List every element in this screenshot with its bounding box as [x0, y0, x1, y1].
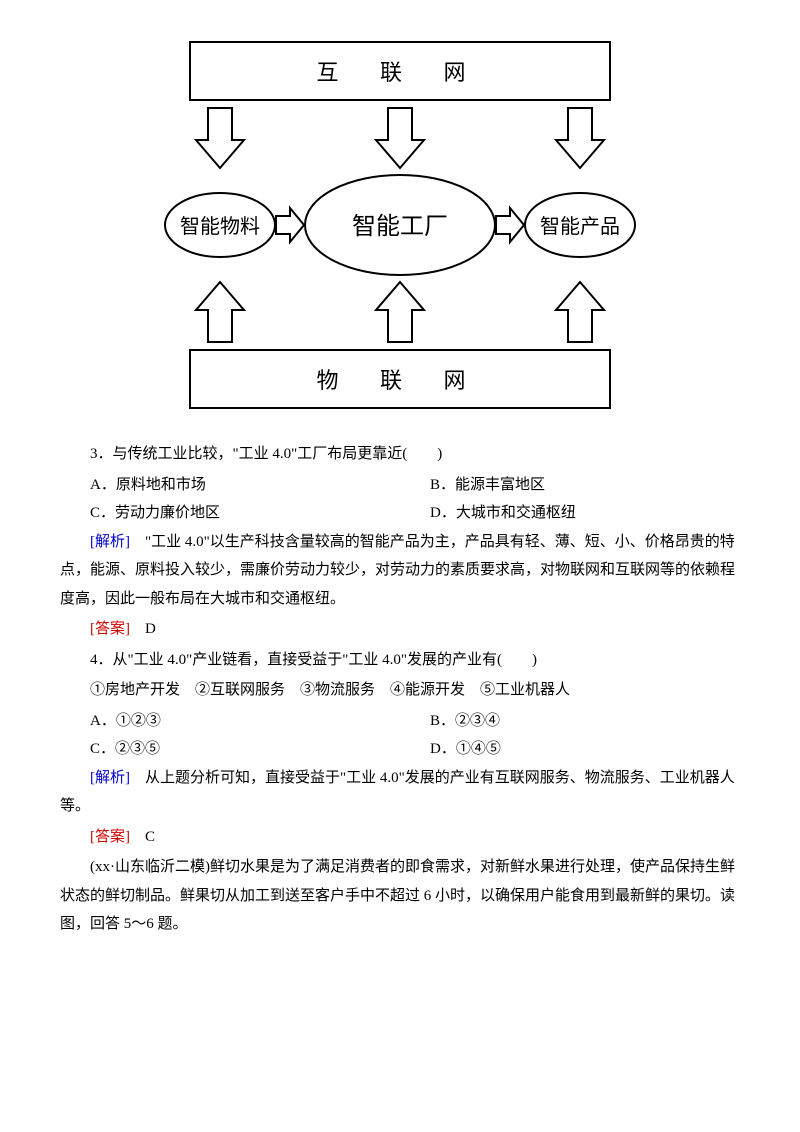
diagram-container: 互 联 网 物 联 网 智能物料 智能工厂 智能产品: [0, 0, 800, 430]
q5-intro: (xx·山东临沂二模)鲜切水果是为了满足消费者的即食需求，对新鲜水果进行处理，使…: [60, 853, 740, 939]
analysis-label: [解析]: [90, 770, 130, 786]
q3-answer-text: D: [130, 621, 156, 637]
answer-label: [答案]: [90, 621, 130, 637]
q3-analysis: [解析] "工业 4.0"以生产科技含量较高的智能产品为主，产品具有轻、薄、短、…: [60, 528, 740, 614]
q3-analysis-text: "工业 4.0"以生产科技含量较高的智能产品为主，产品具有轻、薄、短、小、价格昂…: [60, 534, 735, 607]
q3-options-row1: A．原料地和市场 B．能源丰富地区: [60, 471, 740, 500]
document-body: 3．与传统工业比较，"工业 4.0"工厂布局更靠近( ) A．原料地和市场 B．…: [0, 430, 800, 939]
right-ellipse-label: 智能产品: [540, 215, 620, 238]
q3-option-d: D．大城市和交通枢纽: [400, 499, 740, 528]
q4-items: ①房地产开发 ②互联网服务 ③物流服务 ④能源开发 ⑤工业机器人: [60, 676, 740, 705]
left-ellipse-label: 智能物料: [180, 215, 260, 238]
q4-answer: [答案] C: [60, 823, 740, 852]
q4-stem: 4．从"工业 4.0"产业链看，直接受益于"工业 4.0"发展的产业有( ): [60, 646, 740, 675]
q4-option-a: A．①②③: [60, 707, 400, 736]
q3-option-c: C．劳动力廉价地区: [60, 499, 400, 528]
q3-stem: 3．与传统工业比较，"工业 4.0"工厂布局更靠近( ): [60, 440, 740, 469]
q3-option-a: A．原料地和市场: [60, 471, 400, 500]
analysis-label: [解析]: [90, 534, 130, 550]
q4-answer-text: C: [130, 829, 155, 845]
q3-option-b: B．能源丰富地区: [400, 471, 740, 500]
q3-answer: [答案] D: [60, 615, 740, 644]
q4-options-row2: C．②③⑤ D．①④⑤: [60, 735, 740, 764]
q3-options-row2: C．劳动力廉价地区 D．大城市和交通枢纽: [60, 499, 740, 528]
q4-analysis: [解析] 从上题分析可知，直接受益于"工业 4.0"发展的产业有互联网服务、物流…: [60, 764, 740, 821]
q4-option-c: C．②③⑤: [60, 735, 400, 764]
answer-label: [答案]: [90, 829, 130, 845]
bottom-box-label: 物 联 网: [316, 368, 483, 393]
q4-options-row1: A．①②③ B．②③④: [60, 707, 740, 736]
q4-option-d: D．①④⑤: [400, 735, 740, 764]
industry-4-diagram: 互 联 网 物 联 网 智能物料 智能工厂 智能产品: [150, 40, 650, 410]
q4-option-b: B．②③④: [400, 707, 740, 736]
top-box-label: 互 联 网: [316, 60, 483, 85]
mid-ellipse-label: 智能工厂: [352, 213, 448, 240]
q4-analysis-text: 从上题分析可知，直接受益于"工业 4.0"发展的产业有互联网服务、物流服务、工业…: [60, 770, 735, 815]
